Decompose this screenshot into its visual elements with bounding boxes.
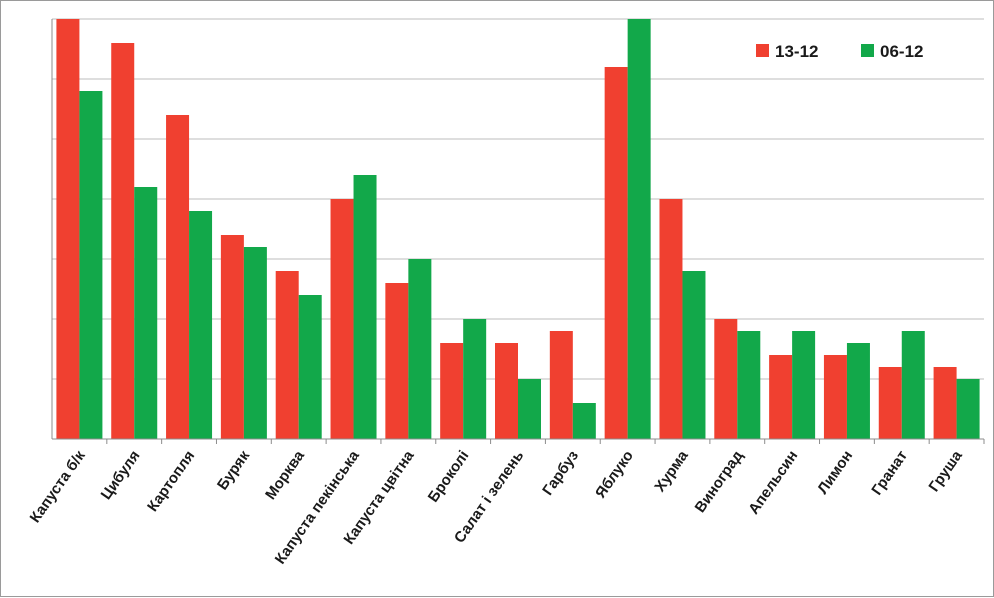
bar-13-12-13: [714, 319, 738, 439]
bar-06-12-8: [463, 319, 487, 439]
bar-13-12-2: [111, 43, 135, 439]
bar-13-12-7: [385, 283, 409, 439]
legend-label-13-12: 13-12: [775, 42, 818, 61]
bar-06-12-6: [353, 175, 377, 439]
x-tick-label: Буряк: [214, 447, 253, 493]
x-tick-label: Цибуля: [98, 448, 144, 503]
axes: [51, 19, 985, 444]
bars: [56, 19, 980, 439]
bar-06-12-12: [682, 271, 706, 439]
bar-13-12-15: [823, 355, 847, 439]
bar-06-12-7: [408, 259, 432, 439]
bar-13-12-1: [56, 19, 80, 439]
bar-06-12-3: [189, 211, 213, 439]
bar-13-12-5: [275, 271, 299, 439]
bar-13-12-8: [440, 343, 464, 439]
x-tick-label: Яблуко: [592, 448, 637, 502]
category-labels: Капуста б/к Цибуля Картопля Буряк МоркваКапу…: [27, 447, 967, 567]
x-tick-label: Гарбуз: [539, 448, 582, 499]
bar-13-12-10: [549, 331, 573, 439]
bar-06-12-15: [846, 343, 870, 439]
x-tick-label: Хурма: [651, 447, 692, 495]
legend-swatch-13-12: [756, 44, 769, 57]
bar-06-12-1: [79, 91, 103, 439]
bar-06-12-9: [518, 379, 541, 439]
x-tick-label: Морква: [262, 447, 308, 503]
bar-13-12-14: [769, 355, 793, 439]
x-tick-label: Броколі: [425, 448, 473, 506]
bar-13-12-17: [933, 367, 957, 439]
bar-13-12-4: [220, 235, 244, 439]
x-tick-label: Груша: [926, 447, 967, 495]
bar-06-12-10: [572, 403, 596, 439]
x-tick-label: Апельсин: [745, 448, 801, 518]
bar-13-12-6: [330, 199, 354, 439]
legend-swatch-06-12: [861, 44, 874, 57]
bar-13-12-3: [166, 115, 190, 439]
bar-06-12-13: [737, 331, 761, 439]
legend: 13-12 06-12: [756, 42, 923, 61]
x-tick-label: Виноград: [692, 447, 747, 516]
bar-06-12-11: [627, 19, 651, 439]
bar-06-12-17: [956, 379, 980, 439]
bar-13-12-16: [878, 367, 902, 439]
legend-label-06-12: 06-12: [880, 42, 923, 61]
bar-06-12-5: [298, 295, 322, 439]
x-tick-label: Гранат: [868, 448, 911, 499]
bar-13-12-11: [604, 67, 628, 439]
bar-06-12-2: [134, 187, 158, 439]
bar-06-12-14: [792, 331, 816, 439]
bar-13-12-12: [659, 199, 683, 439]
x-tick-label: Картопля: [144, 448, 198, 515]
x-tick-label: Капуста б/к: [27, 447, 89, 526]
bar-13-12-9: [495, 343, 518, 439]
bar-06-12-16: [901, 331, 925, 439]
x-tick-label: Лимон: [814, 448, 856, 498]
bar-06-12-4: [243, 247, 267, 439]
